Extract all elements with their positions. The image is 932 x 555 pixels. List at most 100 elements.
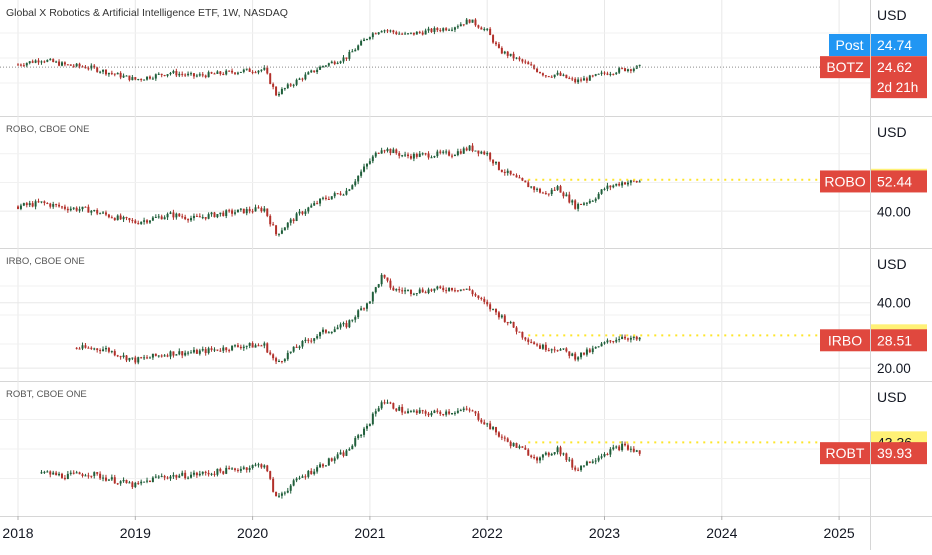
candle-body: [392, 403, 395, 409]
candle-body: [225, 70, 228, 75]
candle-body: [198, 74, 201, 76]
candle-body: [492, 35, 495, 43]
candle-body: [31, 203, 34, 207]
candle-body: [107, 214, 110, 218]
candle-body: [333, 193, 336, 197]
candle-body: [556, 186, 559, 190]
candle-body: [412, 410, 415, 412]
candle-body: [471, 19, 474, 23]
candle-body: [527, 339, 530, 342]
candle-body: [102, 477, 105, 479]
candle-body: [445, 411, 448, 415]
candle-body: [316, 69, 319, 73]
candle-body: [536, 188, 539, 190]
candle-body: [412, 153, 415, 159]
last-price-label: [871, 329, 927, 352]
candle-body: [500, 315, 503, 318]
candle-body: [424, 153, 427, 155]
candle-body: [307, 339, 310, 341]
candle-body: [430, 157, 433, 159]
candle-body: [277, 495, 280, 497]
last-price-label: [871, 442, 927, 465]
candle-body: [245, 467, 248, 470]
candle-body: [544, 344, 547, 350]
candle-body: [342, 452, 345, 456]
candle-body: [354, 49, 357, 52]
candle-body: [125, 355, 128, 361]
candle-body: [216, 349, 219, 351]
candle-body: [298, 78, 301, 80]
candle-body: [219, 71, 222, 74]
candle-body: [307, 470, 310, 477]
candle-body: [107, 72, 110, 75]
candle-body: [72, 472, 75, 474]
candle-body: [494, 427, 497, 433]
candle-body: [55, 472, 58, 476]
candle-body: [418, 410, 421, 414]
candle-body: [137, 79, 140, 81]
pane-title: IRBO, CBOE ONE: [6, 256, 85, 267]
candle-body: [207, 348, 210, 354]
candle-body: [615, 446, 618, 448]
candle-body: [310, 205, 313, 208]
candle-body: [395, 149, 398, 154]
candle-body: [210, 348, 213, 350]
candle-body: [140, 481, 143, 484]
candle-body: [377, 284, 380, 288]
candle-body: [216, 71, 219, 74]
candle-body: [371, 156, 374, 162]
candle-body: [260, 208, 263, 212]
ticker-tag-text: IRBO: [828, 332, 862, 348]
post-tag: [829, 34, 870, 56]
candle-body: [131, 220, 134, 222]
candle-body: [377, 152, 380, 154]
candle-body: [550, 349, 553, 351]
candle-body: [486, 301, 489, 305]
candle-body: [421, 32, 424, 35]
candle-body: [87, 475, 90, 477]
candle-body: [257, 464, 260, 466]
candle-body: [321, 464, 324, 467]
candle-body: [66, 208, 69, 211]
candle-body: [401, 33, 404, 35]
candle-body: [580, 79, 583, 81]
candle-body: [151, 217, 154, 221]
candle-body: [418, 153, 421, 157]
candle-body: [283, 227, 286, 231]
candle-body: [225, 467, 228, 474]
candle-body: [577, 79, 580, 83]
candle-body: [477, 25, 480, 28]
candle-body: [503, 51, 506, 54]
candle-body: [251, 211, 254, 213]
candle-body: [565, 74, 568, 79]
candle-body: [207, 72, 210, 78]
candle-body: [319, 464, 322, 468]
candle-body: [236, 345, 239, 347]
candle-body: [512, 321, 515, 328]
candle-body: [600, 72, 603, 74]
candle-body: [471, 145, 474, 151]
candle-body: [75, 63, 78, 67]
candle-body: [72, 207, 75, 209]
candle-body: [430, 412, 433, 416]
candle-body: [448, 287, 451, 291]
candle-body: [263, 208, 266, 212]
candle-body: [181, 216, 184, 218]
candle-body: [530, 455, 533, 458]
candle-body: [515, 175, 518, 178]
candle-body: [175, 354, 178, 356]
candle-body: [116, 355, 119, 357]
candle-body: [404, 290, 407, 292]
candle-body: [266, 343, 269, 353]
year-label: 2025: [824, 525, 855, 541]
candle-body: [75, 207, 78, 211]
candle-body: [190, 218, 193, 221]
candle-body: [541, 192, 544, 194]
candle-body: [483, 422, 486, 425]
candle-body: [166, 74, 169, 76]
candle-body: [228, 70, 231, 72]
candle-body: [40, 201, 43, 203]
